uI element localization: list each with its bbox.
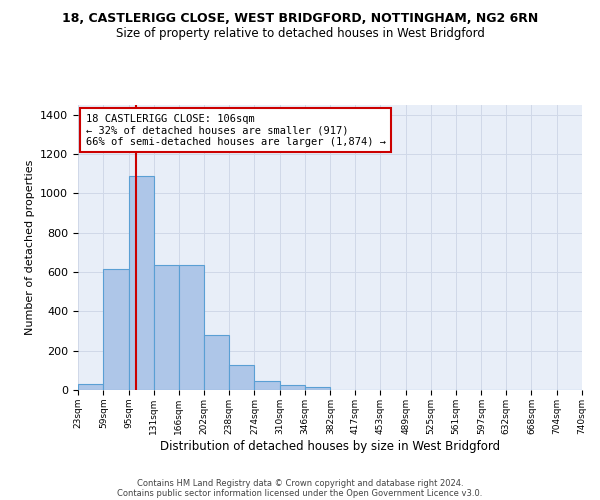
Bar	[103, 269, 128, 390]
Bar	[204, 335, 229, 390]
Bar	[179, 265, 204, 390]
Text: 18 CASTLERIGG CLOSE: 106sqm
← 32% of detached houses are smaller (917)
66% of se: 18 CASTLERIGG CLOSE: 106sqm ← 32% of det…	[86, 114, 386, 147]
Bar	[128, 176, 154, 390]
Bar	[280, 385, 305, 390]
Bar	[154, 265, 179, 390]
Text: Contains public sector information licensed under the Open Government Licence v3: Contains public sector information licen…	[118, 488, 482, 498]
Y-axis label: Number of detached properties: Number of detached properties	[25, 160, 35, 335]
Text: 18, CASTLERIGG CLOSE, WEST BRIDGFORD, NOTTINGHAM, NG2 6RN: 18, CASTLERIGG CLOSE, WEST BRIDGFORD, NO…	[62, 12, 538, 26]
Text: Contains HM Land Registry data © Crown copyright and database right 2024.: Contains HM Land Registry data © Crown c…	[137, 478, 463, 488]
X-axis label: Distribution of detached houses by size in West Bridgford: Distribution of detached houses by size …	[160, 440, 500, 452]
Bar	[305, 387, 331, 390]
Text: Size of property relative to detached houses in West Bridgford: Size of property relative to detached ho…	[116, 28, 484, 40]
Bar	[254, 381, 280, 390]
Bar	[78, 384, 103, 390]
Bar	[229, 366, 254, 390]
